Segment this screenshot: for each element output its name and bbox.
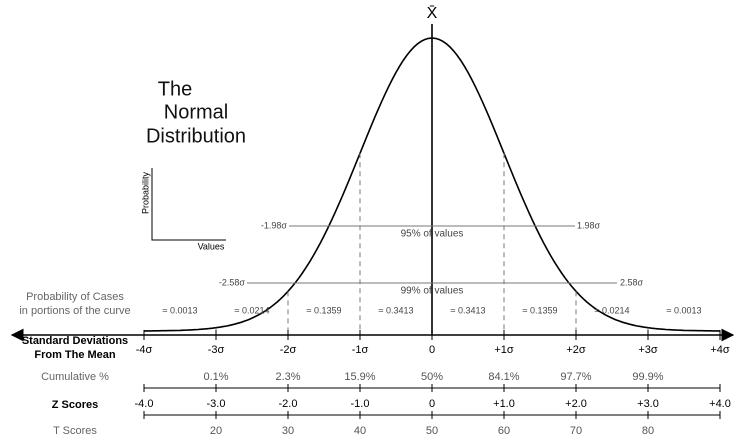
area-value: ≈ 0.0013 [667,305,702,315]
t-value: 80 [642,425,654,437]
sd-value: -4σ [136,344,153,356]
cumulative-value: 97.7% [560,371,591,383]
row-label: Standard Deviations [22,335,128,347]
axes-icon [151,168,226,241]
row-label: T Scores [53,425,97,437]
icon-x-label: Values [198,241,225,251]
sd-value: +3σ [638,344,658,356]
area-value: ≈ 0.3413 [451,305,486,315]
area-value: ≈ 0.1359 [523,305,558,315]
interval-caption: 95% of values [401,229,464,240]
cumulative-value: 0.1% [203,371,228,383]
row-label: Z Scores [52,399,98,411]
interval-label: -2.58σ [219,277,246,287]
z-value: +3.0 [637,398,659,410]
z-value: -1.0 [351,398,370,410]
z-value: -2.0 [279,398,298,410]
z-value: +1.0 [493,398,515,410]
cumulative-value: 84.1% [488,371,519,383]
row-label: Cumulative % [41,371,109,383]
interval-label: -1.98σ [261,220,288,230]
cumulative-value: 2.3% [275,371,300,383]
title: Normal [164,101,228,123]
row-label: From The Mean [34,349,116,361]
sd-value: 0 [429,344,435,356]
t-value: 70 [570,425,582,437]
area-value: ≈ 0.0013 [163,305,198,315]
sd-value: -1σ [352,344,369,356]
z-value: +4.0 [709,398,731,410]
z-value: -3.0 [207,398,226,410]
title: Distribution [146,125,246,147]
cumulative-value: 50% [421,371,443,383]
cumulative-value: 99.9% [632,371,663,383]
area-value: ≈ 0.0214 [595,305,630,315]
area-value: ≈ 0.0214 [235,305,270,315]
icon-y-label: Probability [140,171,150,214]
interval-label: 1.98σ [577,220,601,230]
title: The [158,78,192,100]
row-label: Probability of Cases [26,291,124,303]
z-value: +2.0 [565,398,587,410]
sd-value: +2σ [566,344,586,356]
z-value: -4.0 [135,398,154,410]
z-value: 0 [429,398,435,410]
t-value: 20 [210,425,222,437]
cumulative-value: 15.9% [344,371,375,383]
sd-value: -3σ [208,344,225,356]
sd-value: +4σ [710,344,730,356]
t-value: 60 [498,425,510,437]
sd-value: -2σ [280,344,297,356]
t-value: 30 [282,425,294,437]
row-label: in portions of the curve [19,305,130,317]
area-value: ≈ 0.3413 [379,305,414,315]
mean-symbol: X̄ [427,5,438,22]
interval-caption: 99% of values [401,286,464,297]
sd-value: +1σ [494,344,514,356]
t-value: 40 [354,425,366,437]
interval-label: 2.58σ [620,277,644,287]
t-value: 50 [426,425,438,437]
area-value: ≈ 0.1359 [307,305,342,315]
